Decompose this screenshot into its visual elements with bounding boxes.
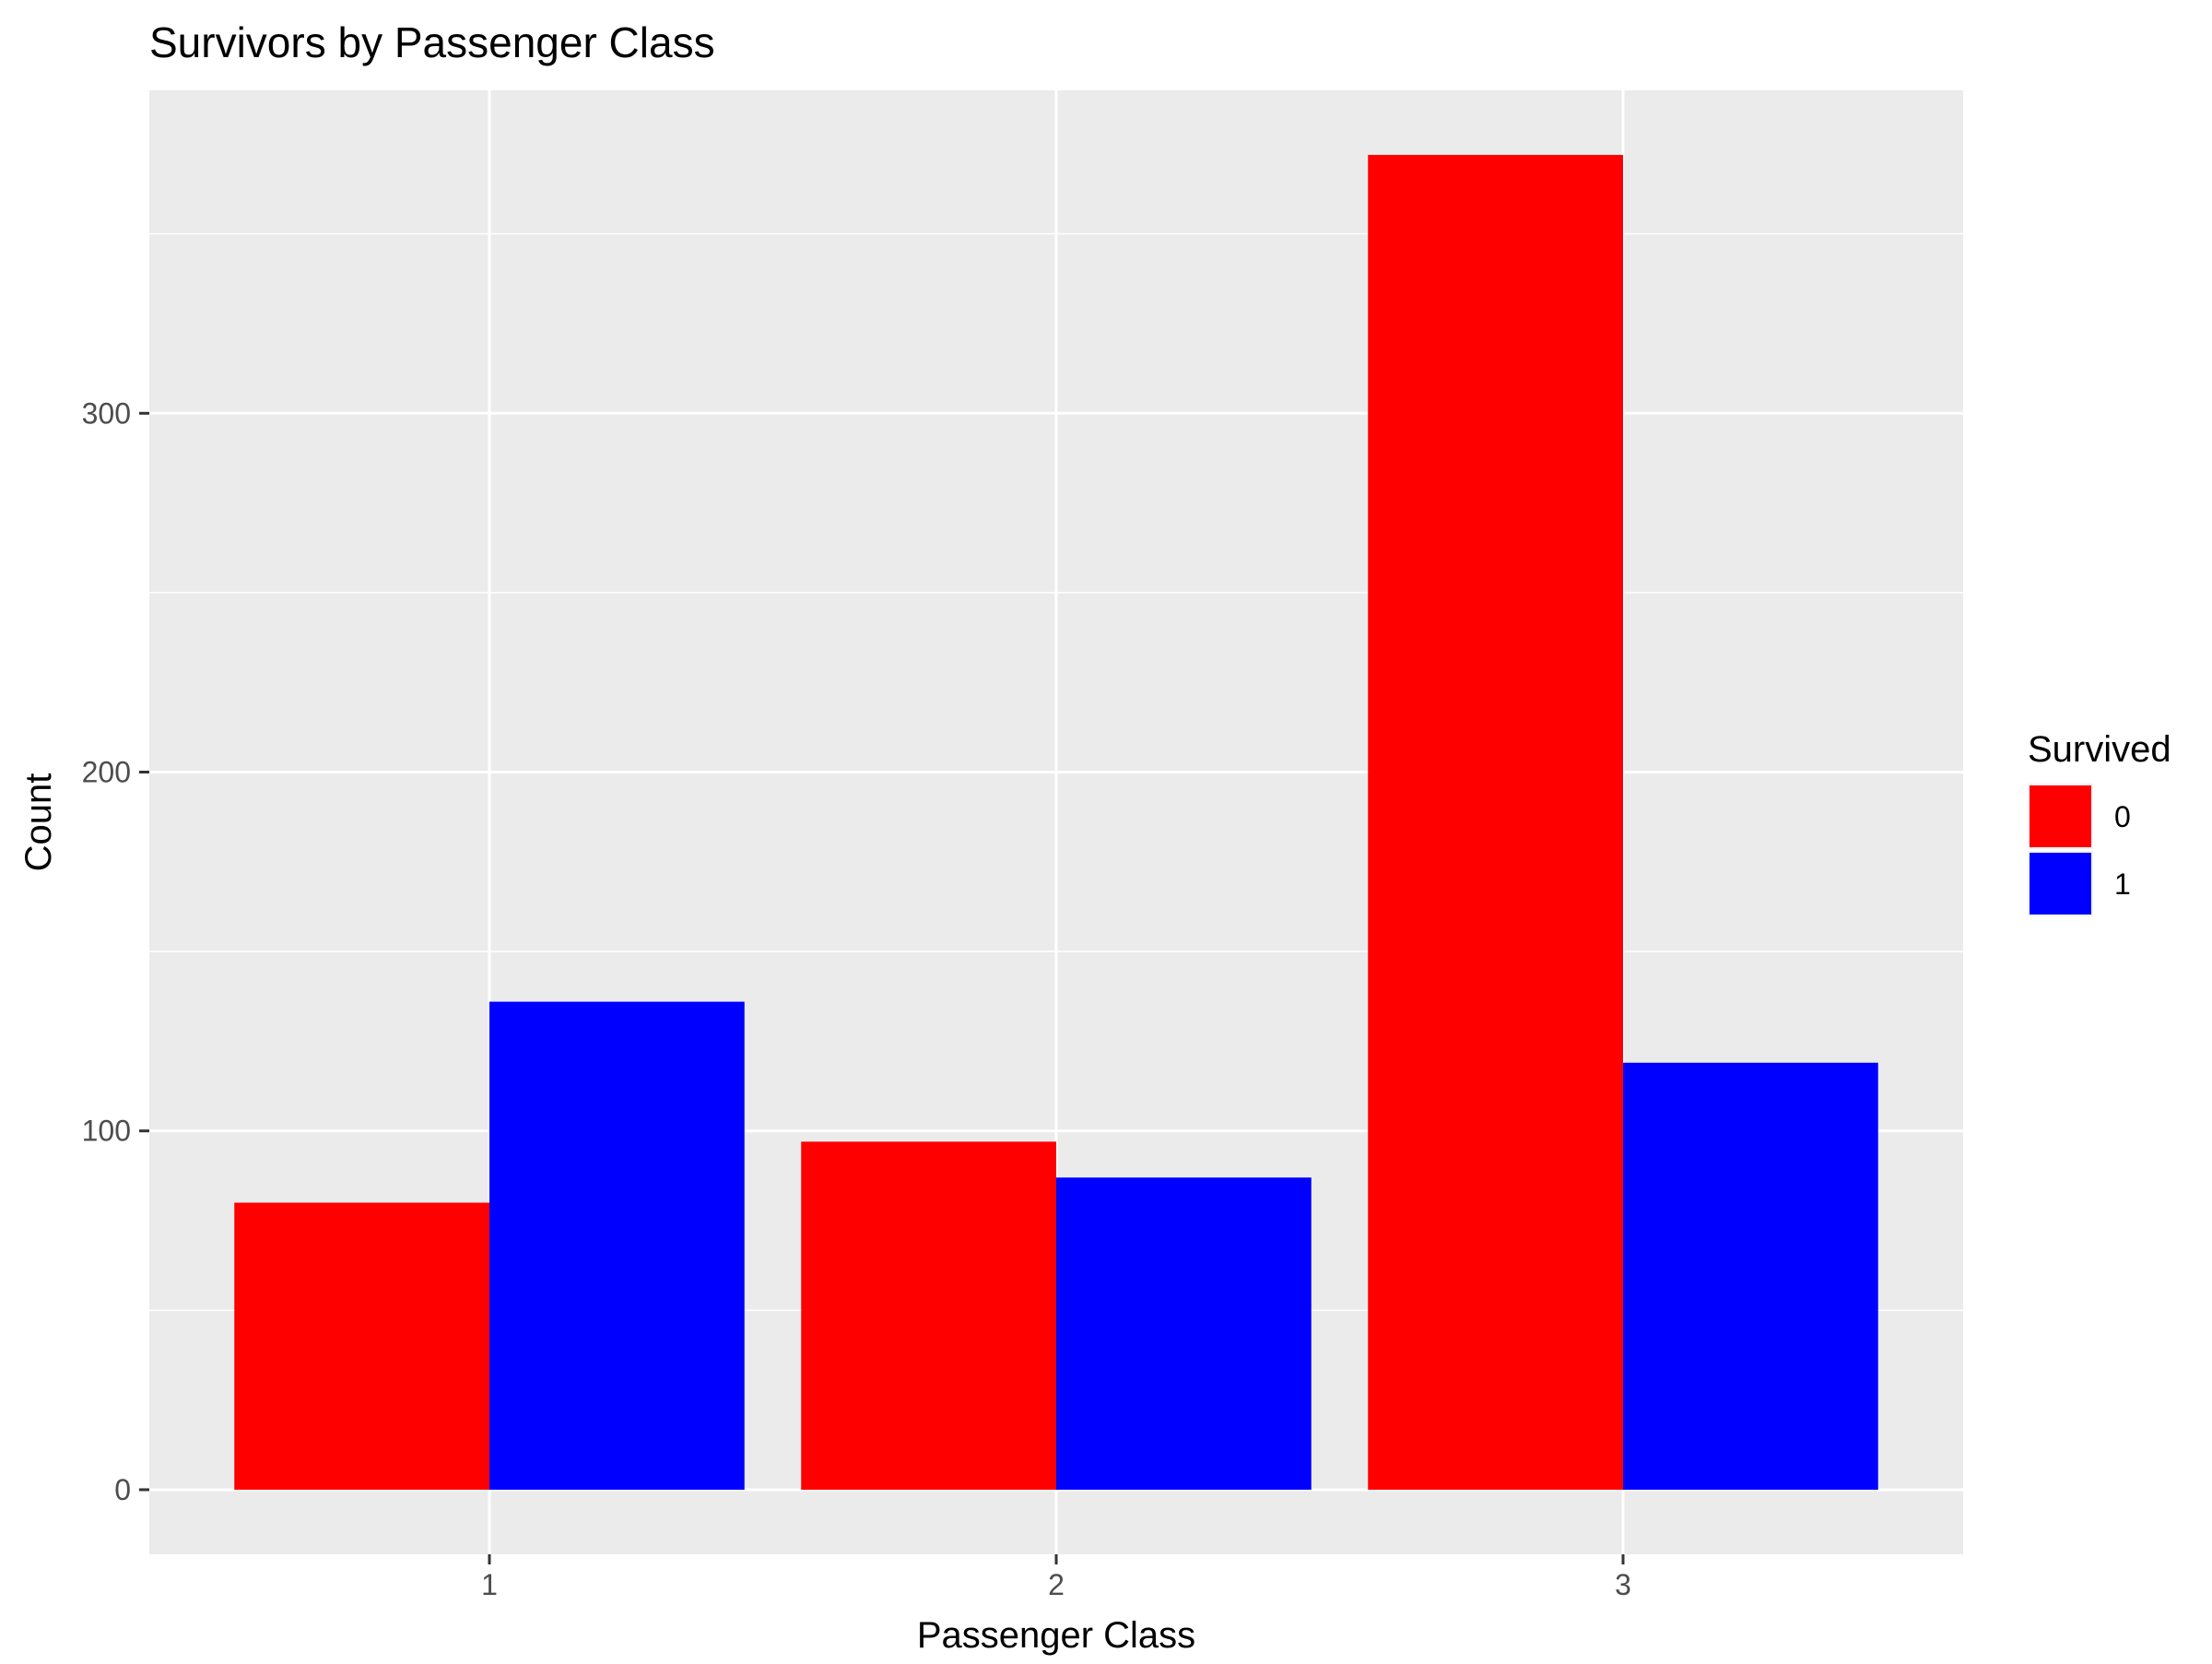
y-tick-label: 0	[114, 1473, 131, 1506]
bar-class-1-survived-0	[234, 1202, 489, 1490]
y-axis-title: Count	[18, 773, 59, 872]
bar-class-2-survived-1	[1056, 1177, 1312, 1490]
legend-title: Survived	[2028, 729, 2171, 770]
chart-title: Survivors by Passenger Class	[149, 18, 715, 66]
y-axis: 0 100 200 300	[82, 396, 149, 1506]
legend-key-swatch	[2030, 853, 2091, 915]
bar-class-1-survived-1	[489, 1001, 745, 1490]
y-tick-label: 100	[82, 1115, 131, 1148]
bar-class-3-survived-0	[1368, 155, 1623, 1490]
legend-key-swatch	[2030, 785, 2091, 847]
legend: Survived 01	[2028, 729, 2171, 916]
legend-label: 0	[2114, 800, 2131, 833]
x-tick-label: 3	[1615, 1568, 1631, 1601]
bar-class-3-survived-1	[1623, 1062, 1878, 1490]
x-tick-label: 2	[1048, 1568, 1065, 1601]
x-axis-title: Passenger Class	[917, 1615, 1195, 1656]
y-tick-label: 300	[82, 396, 131, 430]
legend-label: 1	[2114, 867, 2131, 901]
y-tick-label: 200	[82, 756, 131, 789]
bar-class-2-survived-0	[801, 1141, 1056, 1490]
x-axis: 1 2 3	[481, 1554, 1631, 1601]
x-tick-label: 1	[481, 1568, 498, 1601]
bars	[234, 155, 1878, 1490]
legend-items: 01	[2028, 784, 2131, 916]
